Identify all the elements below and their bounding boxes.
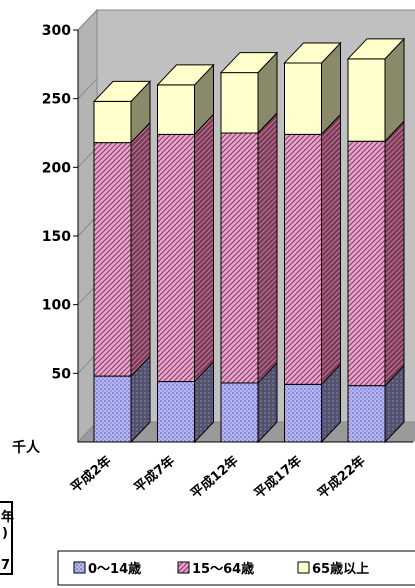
gridline-300 bbox=[77, 9, 98, 31]
y-tick-label: 200 bbox=[42, 160, 71, 176]
y-tick-label: 300 bbox=[42, 23, 71, 39]
legend-label-0: 0〜14歳 bbox=[88, 561, 141, 577]
y-tick-label: 250 bbox=[42, 92, 71, 108]
bar-segment-0-3 bbox=[284, 383, 322, 443]
bar-stack-2 bbox=[219, 51, 279, 444]
x-tick-label: 平成2年 bbox=[67, 453, 114, 496]
bar-stack-4 bbox=[346, 37, 406, 444]
bar-segment-1-1 bbox=[157, 133, 195, 383]
bar-segment-2-1 bbox=[157, 84, 195, 135]
y-axis-ticks: 50 100 150 200 250 300 bbox=[42, 23, 78, 382]
bar-top-2 bbox=[219, 52, 279, 74]
x-axis-labels: 平成2年 平成7年 平成12年 平成17年 平成22年 bbox=[67, 453, 368, 502]
bar-segment-2-4 bbox=[347, 58, 386, 142]
x-tick-label: 平成7年 bbox=[131, 453, 178, 496]
gridline-250 bbox=[77, 78, 98, 100]
bar-side-1-2 bbox=[257, 111, 278, 385]
bar-top-0 bbox=[92, 80, 152, 102]
y-tick-label: 50 bbox=[52, 366, 72, 382]
bar-side-1-3 bbox=[321, 113, 341, 386]
bar-segment-1-3 bbox=[284, 133, 322, 385]
bar-stack-1 bbox=[156, 63, 215, 444]
legend-swatch-2 bbox=[297, 561, 310, 574]
x-tick-label: 平成12年 bbox=[188, 453, 242, 502]
x-tick-label: 平成17年 bbox=[251, 453, 305, 502]
unit-label: 千人 bbox=[12, 439, 41, 456]
bar-segment-0-0 bbox=[93, 375, 132, 443]
cropped-text-2: ) bbox=[2, 526, 8, 541]
legend-swatch-1 bbox=[177, 561, 190, 574]
legend: 0〜14歳 15〜64歳 65歳以上 bbox=[57, 550, 415, 586]
bar-side-1-1 bbox=[194, 113, 214, 383]
bar-segment-1-0 bbox=[93, 142, 132, 377]
bar-top-4 bbox=[346, 38, 406, 60]
bar-side-1-0 bbox=[130, 121, 151, 378]
bar-stack-3 bbox=[283, 41, 342, 444]
y-tick-label: 150 bbox=[42, 229, 71, 245]
bar-top-3 bbox=[283, 42, 342, 64]
legend-label-1: 15〜64歳 bbox=[192, 561, 254, 577]
bar-segment-1-2 bbox=[220, 132, 259, 384]
bar-side-1-4 bbox=[384, 119, 405, 387]
x-tick-label: 平成22年 bbox=[315, 453, 369, 502]
legend-swatch-0 bbox=[73, 561, 86, 574]
cropped-box-frame bbox=[0, 501, 13, 575]
bar-segment-1-4 bbox=[347, 140, 386, 387]
bar-segment-2-0 bbox=[93, 100, 132, 144]
legend-label-2: 65歳以上 bbox=[312, 561, 369, 577]
bar-segment-0-4 bbox=[347, 385, 386, 443]
cropped-text-1: 年 bbox=[1, 509, 14, 525]
bar-segment-0-2 bbox=[220, 382, 259, 443]
bar-segment-0-1 bbox=[157, 381, 195, 443]
bar-segment-2-3 bbox=[284, 62, 322, 135]
legend-box bbox=[57, 550, 415, 586]
cropped-text-3: 7 bbox=[1, 558, 10, 573]
bars bbox=[92, 37, 406, 444]
bar-top-1 bbox=[156, 64, 215, 86]
bar-segment-2-2 bbox=[220, 72, 259, 134]
left-cropped-box: 年 ) 7 bbox=[0, 501, 14, 575]
bar-stack-0 bbox=[92, 80, 152, 444]
y-tick-label: 100 bbox=[42, 298, 71, 314]
